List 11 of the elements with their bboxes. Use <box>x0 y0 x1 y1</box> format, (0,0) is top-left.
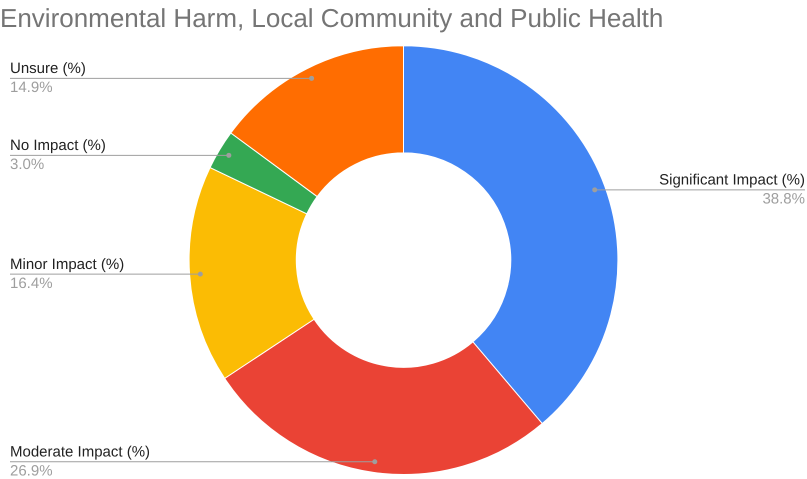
slice-label: Moderate Impact (%) <box>10 443 150 460</box>
chart-title: Environmental Harm, Local Community and Public Health <box>0 2 664 33</box>
slice-label: Minor Impact (%) <box>10 256 124 273</box>
data-label: 38.8% <box>762 190 805 208</box>
data-label: 3.0% <box>10 156 44 173</box>
slice-label: Significant Impact (%) <box>659 172 805 189</box>
data-label: 14.9% <box>10 78 53 96</box>
data-label: 16.4% <box>10 274 53 292</box>
data-label: 26.9% <box>10 462 53 479</box>
slice-label: Unsure (%) <box>10 60 86 77</box>
slice-label: No Impact (%) <box>10 136 106 154</box>
